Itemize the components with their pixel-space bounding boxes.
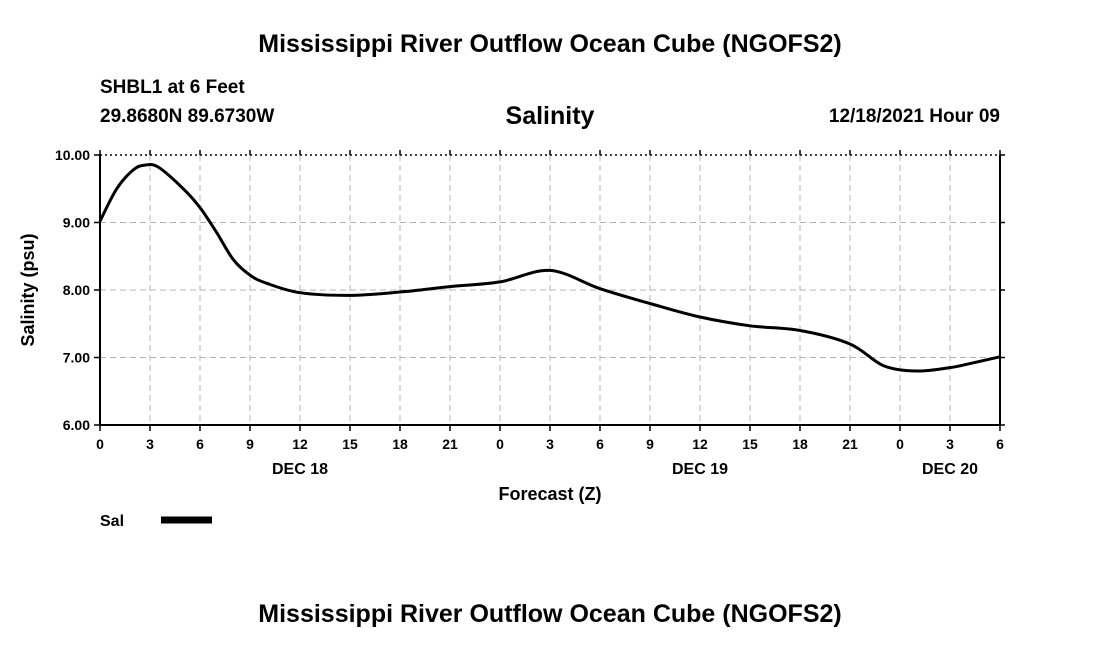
x-tick-label: 6	[996, 436, 1004, 452]
page-title-bottom: Mississippi River Outflow Ocean Cube (NG…	[258, 600, 842, 628]
x-tick-label: 3	[146, 436, 154, 452]
x-day-label: DEC 20	[922, 461, 978, 478]
x-tick-label: 12	[292, 436, 308, 452]
x-tick-label: 6	[196, 436, 204, 452]
x-tick-label: 0	[896, 436, 904, 452]
x-tick-label: 21	[442, 436, 458, 452]
y-axis-label: Salinity (psu)	[18, 233, 38, 346]
x-tick-label: 21	[842, 436, 858, 452]
x-tick-label: 0	[96, 436, 104, 452]
x-tick-label: 18	[392, 436, 408, 452]
x-tick-label: 6	[596, 436, 604, 452]
chart-title: Salinity	[506, 102, 595, 130]
x-tick-label: 0	[496, 436, 504, 452]
x-axis-label: Forecast (Z)	[498, 484, 601, 504]
x-day-label: DEC 18	[272, 461, 328, 478]
y-tick-label: 8.00	[63, 282, 90, 298]
y-tick-label: 6.00	[63, 417, 90, 433]
y-tick-label: 10.00	[55, 147, 90, 163]
x-tick-label: 3	[946, 436, 954, 452]
station-name: SHBL1 at 6 Feet	[100, 77, 245, 98]
x-tick-label: 15	[742, 436, 758, 452]
x-tick-label: 9	[646, 436, 654, 452]
page-title: Mississippi River Outflow Ocean Cube (NG…	[258, 30, 842, 58]
x-tick-label: 18	[792, 436, 808, 452]
series-line-sal	[98, 162, 1001, 373]
x-tick-label: 12	[692, 436, 708, 452]
x-tick-label: 9	[246, 436, 254, 452]
legend-label: Sal	[100, 513, 124, 530]
x-day-label: DEC 19	[672, 461, 728, 478]
station-coordinates: 29.8680N 89.6730W	[100, 106, 275, 127]
x-tick-label: 15	[342, 436, 358, 452]
x-tick-label: 3	[546, 436, 554, 452]
forecast-timestamp: 12/18/2021 Hour 09	[828, 106, 1000, 127]
y-tick-label: 9.00	[63, 215, 90, 231]
y-tick-label: 7.00	[63, 350, 90, 366]
